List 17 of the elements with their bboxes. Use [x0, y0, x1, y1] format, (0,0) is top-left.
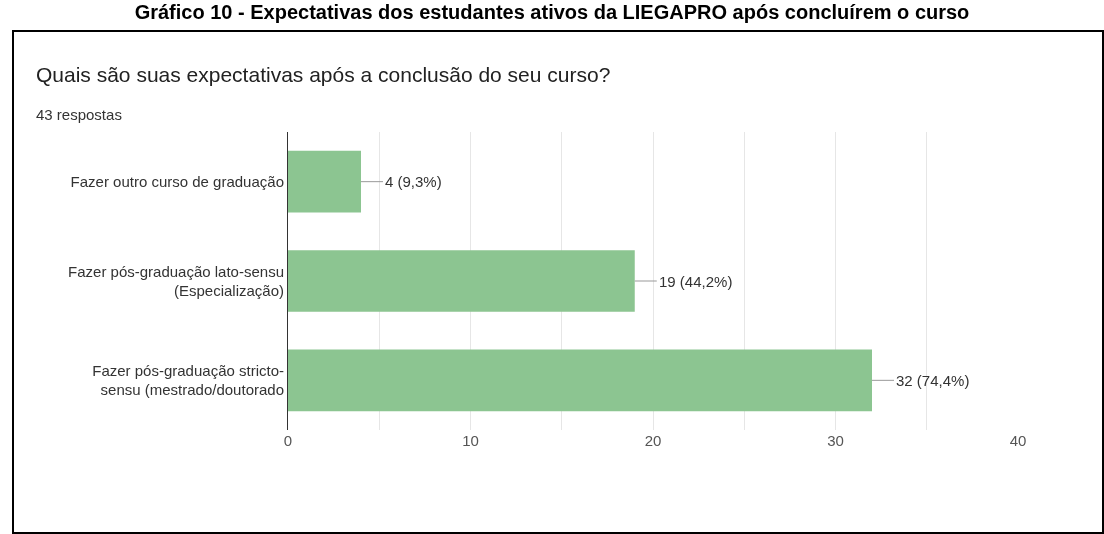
- x-tick-label: 40: [1009, 432, 1027, 449]
- data-label: 4 (9,3%): [385, 173, 442, 190]
- y-tick-label: Fazer outro curso de graduação: [70, 172, 284, 190]
- data-label: 19 (44,2%): [659, 273, 733, 290]
- y-tick-label: Fazer pós-graduação lato-sensu (Especialização): [68, 262, 284, 299]
- x-tick-label: 20: [644, 432, 662, 449]
- x-tick-label: 30: [827, 432, 844, 449]
- x-tick-label: 10: [462, 432, 479, 449]
- data-label: 32 (74,4%): [896, 372, 970, 389]
- bar: [288, 349, 872, 412]
- bar: [288, 250, 635, 312]
- text: 43 respostas: [36, 106, 122, 124]
- chart-title: Quais são suas expectativas após a conclusão do seu curso?: [36, 62, 611, 86]
- bar: [288, 150, 361, 213]
- x-tick-label: 0: [283, 432, 293, 449]
- text: Gráfico 10 - Expectativas dos estudantes ativos da LIEGAPRO após concluírem o curso: [134, 1, 970, 23]
- y-tick-label: Fazer pós-graduação stricto- sensu (mestrado/doutorado: [92, 361, 284, 399]
